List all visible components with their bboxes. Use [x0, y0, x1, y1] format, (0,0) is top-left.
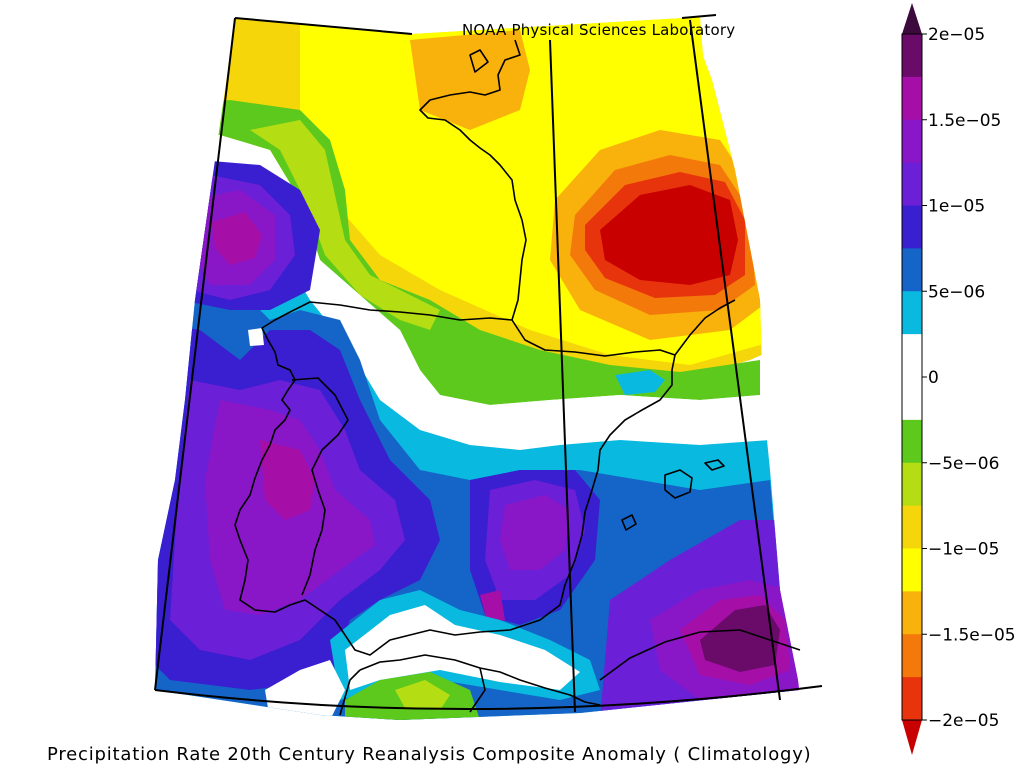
france-atlantic-coast	[419, 39, 527, 321]
colorbar-tick-label: 5e−06	[928, 282, 985, 302]
colorbar-bin	[902, 377, 922, 421]
balearic-purple-core	[500, 495, 570, 570]
colorbar-bins	[902, 34, 922, 721]
anomaly-field	[155, 17, 800, 720]
gridline-east	[689, 19, 781, 701]
colorbar-bin	[902, 76, 922, 121]
north-africa-coast	[359, 654, 601, 706]
colorbar-over-triangle	[902, 3, 922, 34]
map-top-right-edge	[681, 14, 717, 19]
lime-band	[250, 120, 440, 330]
map-top-left-edge	[234, 17, 413, 35]
colorbar-tick-label: −1.5e−05	[928, 625, 1016, 645]
morocco-lime-spot	[395, 680, 450, 710]
ebro-cyan-spot	[615, 370, 665, 395]
portugal-spain-border	[291, 377, 349, 596]
colorbar-tick-label: 2e−05	[928, 25, 985, 45]
colorbar-bin	[902, 205, 922, 249]
colorbar-tick-label: −1e−05	[928, 540, 999, 560]
colorbar-bin	[902, 677, 922, 721]
morocco-west-coast	[339, 669, 361, 716]
balearic-magenta-spot	[480, 590, 505, 625]
portugal-magenta-core	[260, 440, 315, 520]
colorbar-bin	[902, 548, 922, 592]
mallorca-outline	[664, 469, 693, 499]
gulf-maximum	[600, 185, 738, 285]
pyrenees-border	[511, 319, 676, 357]
colorbar-bin	[902, 419, 922, 464]
attribution: NOAA Physical Sciences Laboratory	[462, 21, 736, 39]
brittany-orange-zone	[410, 30, 530, 130]
colorbar-bin	[902, 119, 922, 164]
colorbar-bin	[902, 291, 922, 335]
galicia-white-spot	[248, 328, 264, 346]
colorbar-bin	[902, 634, 922, 678]
atlantic-magenta-core	[212, 212, 262, 265]
channel-island-outline	[469, 49, 489, 73]
colorbar-bin	[902, 462, 922, 507]
coastlines	[234, 39, 801, 716]
gridline-west	[154, 17, 236, 691]
map-bottom-edge	[154, 685, 823, 711]
colorbar-tick-label: −2e−05	[928, 711, 999, 731]
colorbar-bin	[902, 334, 922, 378]
southeast-maximum	[700, 605, 780, 672]
colorbar-bin	[902, 248, 922, 292]
iberian-coastline	[234, 301, 676, 656]
menorca-outline	[704, 459, 725, 471]
france-med-coast	[674, 299, 736, 356]
colorbar-tick-label: −5e−06	[928, 454, 999, 474]
colorbar-under-triangle	[902, 720, 922, 755]
ibiza-outline	[621, 514, 637, 531]
colorbar-bin	[902, 505, 922, 549]
gridline-central-meridian	[549, 39, 576, 713]
colorbar-tick-label: 1.5e−05	[928, 111, 1001, 131]
colorbar-tick-label: 0	[928, 368, 939, 388]
colorbar-tick-label: 1e−05	[928, 197, 985, 217]
graticule	[154, 14, 823, 713]
figure-caption: Precipitation Rate 20th Century Reanalys…	[47, 744, 812, 765]
colorbar: 2e−05 1.5e−05 1e−05 5e−06 0 −5e−06 −1e−05 −1.5e…	[901, 3, 1016, 755]
colorbar-ticks: 2e−05 1.5e−05 1e−05 5e−06 0 −5e−06 −1e−05 −1.5e…	[922, 25, 1016, 731]
algeria-coast	[599, 629, 801, 681]
south-neutral-zone	[345, 605, 580, 690]
morocco-algeria-border	[469, 667, 486, 713]
colorbar-bin	[902, 34, 922, 78]
colorbar-bin	[902, 162, 922, 206]
colorbar-bin	[902, 591, 922, 635]
